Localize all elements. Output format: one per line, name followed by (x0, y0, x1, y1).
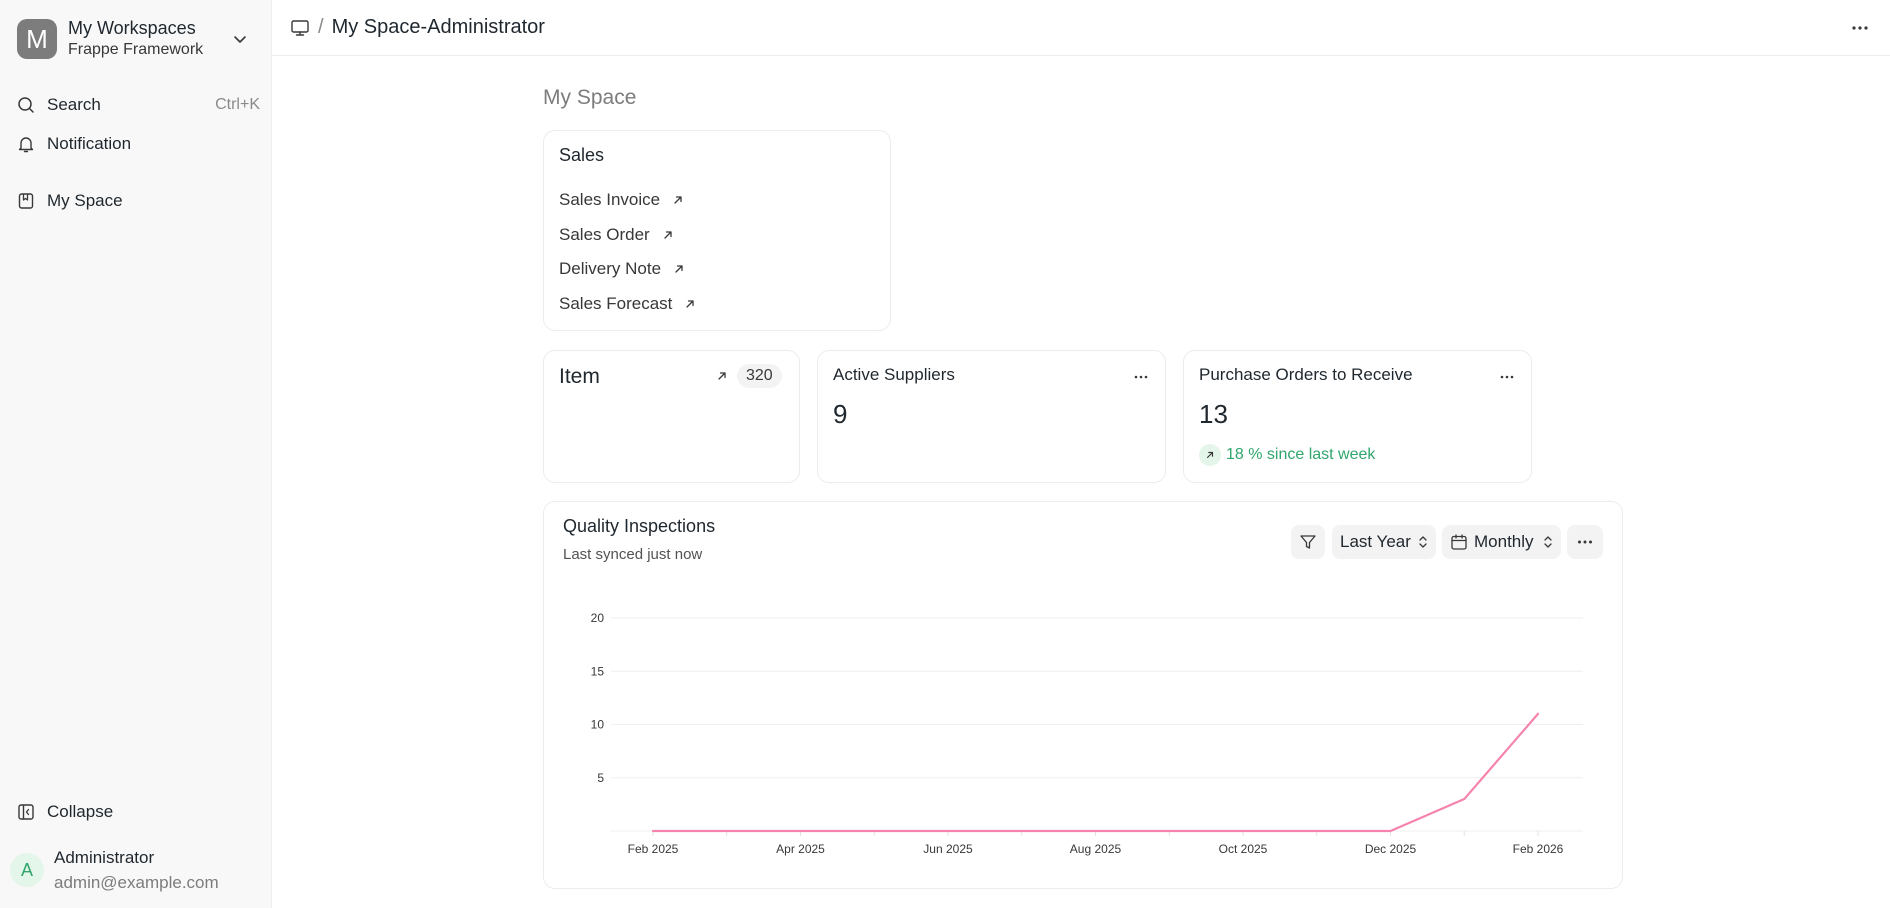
breadcrumb-separator: / (318, 16, 324, 38)
link-label: Sales Order (559, 224, 650, 244)
arrow-up-right-icon (716, 369, 728, 387)
ellipsis-icon (1578, 540, 1592, 544)
trend-indicator: 18 % since last week (1199, 444, 1375, 466)
number-card-title: Active Suppliers (833, 365, 955, 384)
shortcut-hint: Ctrl+K (215, 96, 260, 113)
collapse-sidebar-button[interactable]: Collapse (16, 796, 260, 828)
number-card-value: 9 (833, 399, 848, 429)
sidebar-item-notification[interactable]: Notification (16, 128, 260, 160)
chevron-down-icon (231, 30, 249, 53)
series-line (651, 712, 1540, 833)
arrow-up-right-icon (662, 229, 674, 241)
chart-sync-status: Last synced just now (563, 546, 703, 563)
user-menu[interactable]: A Administrator admin@example.com (10, 845, 262, 895)
interval-value: Monthly (1474, 532, 1534, 551)
item-shortcut-card[interactable]: Item 320 (543, 350, 800, 483)
trend-text: 18 % since last week (1226, 446, 1376, 463)
bell-icon (16, 134, 36, 154)
user-name: Administrator (54, 848, 155, 867)
arrow-up-right-icon (684, 298, 696, 310)
ellipsis-icon (1852, 26, 1868, 30)
active-suppliers-card: Active Suppliers 9 (817, 350, 1166, 483)
x-tick-label: Jun 2025 (923, 842, 973, 856)
sidebar: M My Workspaces Frappe Framework Search … (0, 0, 272, 908)
ellipsis-icon (1134, 375, 1148, 379)
sales-invoice-link[interactable]: Sales Invoice (559, 183, 696, 218)
number-card-value: 13 (1199, 399, 1228, 429)
workspace-title: My Workspaces (68, 18, 196, 38)
sidebar-item-label: Collapse (47, 802, 114, 821)
x-tick-label: Feb 2025 (628, 842, 679, 856)
sales-forecast-link[interactable]: Sales Forecast (559, 287, 696, 322)
filter-icon (1300, 535, 1316, 549)
x-tick-label: Aug 2025 (1070, 842, 1122, 856)
arrow-up-right-icon (673, 263, 685, 275)
user-email: admin@example.com (54, 873, 219, 892)
x-tick-label: Oct 2025 (1219, 842, 1268, 856)
sales-order-link[interactable]: Sales Order (559, 218, 696, 253)
link-label: Sales Invoice (559, 190, 661, 210)
calendar-icon (1450, 533, 1468, 551)
more-options-button[interactable] (1848, 16, 1872, 40)
ellipsis-icon (1500, 375, 1514, 379)
time-interval-select[interactable]: Monthly (1442, 525, 1561, 559)
line-chart: 5 10 15 20 Feb 2025 Apr 2025 Jun 2025 Aug 2025 O… (591, 611, 1583, 856)
updown-chevron-icon (1418, 534, 1428, 550)
card-menu-button[interactable] (1497, 367, 1517, 387)
page-heading: My Space (543, 86, 637, 109)
y-tick-label: 20 (591, 611, 605, 625)
x-tick-label: Dec 2025 (1365, 842, 1417, 856)
desktop-icon[interactable] (290, 18, 310, 38)
quality-inspections-chart-card: Quality Inspections Last synced just now… (543, 501, 1623, 889)
search-icon (16, 95, 36, 115)
topbar: / My Space-Administrator (272, 0, 1890, 56)
timespan-select[interactable]: Last Year (1332, 525, 1436, 559)
page-title[interactable]: My Space-Administrator (331, 16, 545, 38)
delivery-note-link[interactable]: Delivery Note (559, 252, 696, 287)
workspace-logo: M (17, 19, 57, 59)
updown-chevron-icon (1543, 534, 1553, 550)
card-title: Sales (559, 145, 605, 165)
purchase-orders-card: Purchase Orders to Receive 13 18 % since… (1183, 350, 1532, 483)
chart-menu-button[interactable] (1567, 525, 1603, 559)
sidebar-item-my-space[interactable]: My Space (16, 185, 260, 217)
sidebar-item-search[interactable]: Search Ctrl+K (16, 89, 260, 121)
sidebar-item-label: Notification (47, 134, 132, 153)
collapse-icon (16, 802, 36, 822)
sales-links-card: Sales Sales Invoice Sales Order Delivery… (543, 130, 891, 331)
trend-up-icon (1199, 444, 1221, 466)
x-tick-label: Feb 2026 (1513, 842, 1564, 856)
shortcut-label: Item (559, 365, 600, 388)
link-label: Delivery Note (559, 259, 662, 279)
link-label: Sales Forecast (559, 293, 673, 313)
sidebar-item-label: Search (47, 95, 101, 114)
chart-title: Quality Inspections (563, 516, 716, 536)
workspace-switcher[interactable]: M My Workspaces Frappe Framework (17, 18, 257, 60)
count-badge: 320 (737, 364, 782, 388)
timespan-value: Last Year (1340, 532, 1411, 551)
arrow-up-right-icon (672, 194, 684, 206)
number-card-title: Purchase Orders to Receive (1199, 365, 1413, 384)
sidebar-item-label: My Space (47, 191, 123, 210)
avatar: A (10, 853, 44, 887)
breadcrumb: / My Space-Administrator (290, 16, 545, 39)
y-tick-label: 15 (591, 664, 605, 678)
filter-button[interactable] (1291, 525, 1325, 559)
workspace-subtitle: Frappe Framework (68, 41, 204, 58)
card-menu-button[interactable] (1131, 367, 1151, 387)
y-tick-label: 10 (591, 718, 605, 732)
bookmark-icon (16, 191, 36, 211)
y-tick-label: 5 (597, 771, 604, 785)
x-tick-label: Apr 2025 (776, 842, 825, 856)
